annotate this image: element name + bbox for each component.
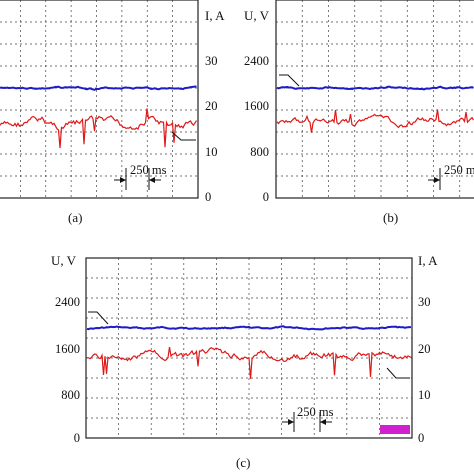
panel-a-red-pointer xyxy=(171,131,196,141)
panel-c-right-tick-0: 0 xyxy=(418,431,424,445)
panel-b-time-marker xyxy=(428,168,441,190)
panel-c-blue-pointer xyxy=(88,311,109,325)
panel-c-left-tick-2400: 2400 xyxy=(55,295,80,309)
panel-a-frame xyxy=(0,0,199,199)
panel-b-time-scale: 250 ms xyxy=(444,163,474,177)
panel-c-frame xyxy=(85,257,413,439)
panel-c-left-axis-title: U, V xyxy=(51,253,77,268)
panel-c-time-scale: 250 ms xyxy=(297,405,334,419)
panel-a-caption: (a) xyxy=(68,210,82,225)
panel-b-caption: (b) xyxy=(383,210,398,225)
panel-c-left-tick-800: 800 xyxy=(61,388,80,402)
panel-a-grid xyxy=(0,0,198,198)
panel-c-left-tick-0: 0 xyxy=(74,431,80,445)
panel-c-left-tick-1600: 1600 xyxy=(55,342,80,356)
panel-b-current-trace xyxy=(276,109,474,133)
panel-c-time-marker xyxy=(282,412,332,432)
panel-b: U, V 2400 1600 800 0 250 ms (b) xyxy=(244,0,474,225)
panel-c-right-axis-title: I, A xyxy=(418,253,438,268)
panel-a-current-trace xyxy=(0,108,198,149)
panel-c-magenta-marker xyxy=(380,425,410,434)
panel-b-left-tick-800: 800 xyxy=(250,145,269,159)
panel-a-right-tick-10: 10 xyxy=(205,145,218,159)
panel-c-right-tick-10: 10 xyxy=(418,388,431,402)
panel-c-caption: (c) xyxy=(236,455,250,470)
panel-b-left-tick-1600: 1600 xyxy=(244,99,269,113)
panel-a-time-scale: 250 ms xyxy=(130,163,167,177)
panel-c-grid xyxy=(86,258,412,438)
panel-b-voltage-trace xyxy=(276,85,474,91)
panel-c-voltage-trace xyxy=(86,325,411,331)
panel-c-right-tick-30: 30 xyxy=(418,295,431,309)
panel-c-red-pointer xyxy=(386,367,410,379)
panel-c: U, V I, A 2400 1600 800 0 30 20 10 0 250… xyxy=(51,253,438,470)
panel-a-right-tick-0: 0 xyxy=(205,190,211,204)
panel-b-frame xyxy=(275,0,474,199)
panel-a-voltage-trace xyxy=(0,85,197,91)
panel-b-left-tick-0: 0 xyxy=(263,190,269,204)
panel-a: I, A 30 20 10 0 250 ms (a) xyxy=(0,0,225,225)
panel-a-right-axis-title: I, A xyxy=(205,8,225,23)
panel-a-right-tick-20: 20 xyxy=(205,99,218,113)
panel-b-blue-pointer xyxy=(279,74,300,87)
panel-c-current-trace xyxy=(86,347,412,379)
panel-b-left-tick-2400: 2400 xyxy=(244,54,269,68)
panel-a-right-tick-30: 30 xyxy=(205,54,218,68)
panel-a-time-marker xyxy=(114,168,161,190)
panel-b-left-axis-title: U, V xyxy=(244,8,270,23)
panel-c-right-tick-20: 20 xyxy=(418,342,431,356)
